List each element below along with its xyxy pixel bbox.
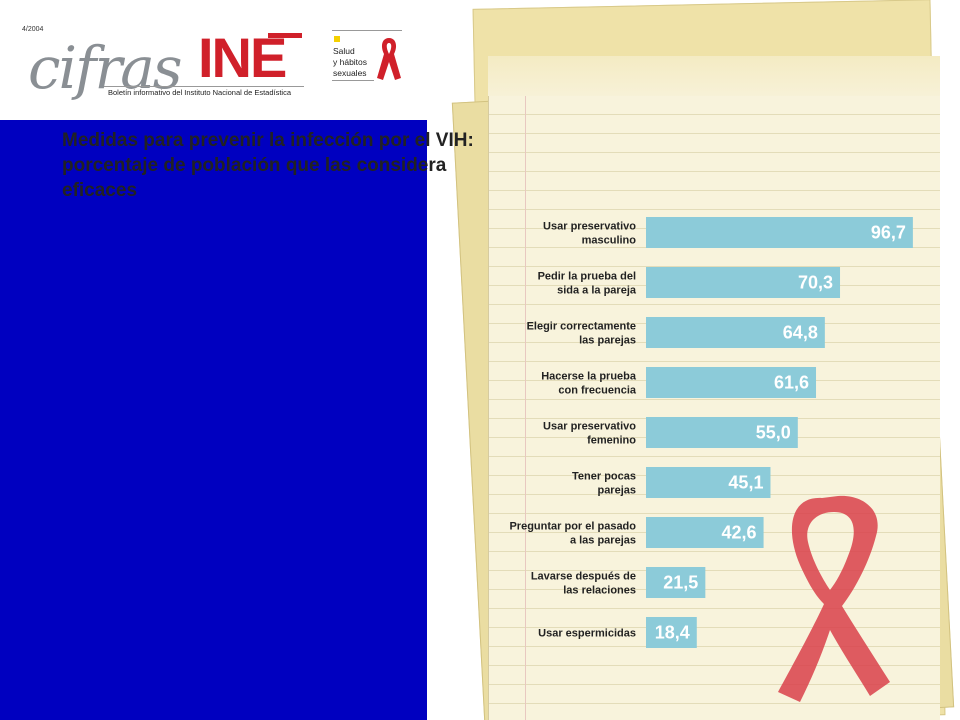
category-label: las parejas — [579, 335, 636, 347]
bar — [646, 367, 817, 398]
category-label: masculino — [582, 235, 637, 247]
bar — [646, 317, 825, 348]
margin-line — [525, 96, 526, 720]
section-label-line: y hábitos — [333, 57, 368, 67]
category-label: Preguntar por el pasado — [509, 521, 636, 533]
category-label: Usar espermicidas — [538, 628, 636, 640]
ine-logo: INE — [198, 26, 287, 89]
ribbon-icon — [778, 495, 890, 702]
category-label: sida a la pareja — [557, 285, 637, 297]
bar-value-label: 55,0 — [756, 423, 791, 443]
ribbon-decoration — [778, 495, 890, 702]
category-label: femenino — [587, 435, 636, 447]
category-label: Usar preservativo — [543, 421, 636, 433]
header: 4/2004 cifras INE Boletín informativo de… — [0, 0, 430, 120]
category-label: las relaciones — [563, 585, 636, 597]
category-label: Hacerse la prueba — [541, 371, 637, 383]
bar — [646, 567, 706, 598]
awareness-ribbon-icon — [377, 38, 401, 80]
notepad-front-page — [488, 96, 940, 720]
category-label: Pedir la prueba del — [538, 271, 636, 283]
category-label: Usar preservativo — [543, 221, 636, 233]
section-label-line: Salud — [333, 46, 355, 56]
category-label: Lavarse después de — [531, 571, 636, 583]
notepad — [440, 0, 955, 720]
issue-number: 4/2004 — [22, 26, 44, 33]
category-label: parejas — [597, 485, 636, 497]
section-label-line: sexuales — [333, 68, 367, 78]
section-rule-top — [332, 30, 402, 31]
category-label: Elegir correctamente — [527, 321, 636, 333]
bar-value-label: 45,1 — [728, 473, 763, 493]
bar — [646, 617, 697, 648]
bar — [646, 417, 798, 448]
header-rule — [104, 86, 304, 87]
bar — [646, 217, 913, 248]
bar-value-label: 70,3 — [798, 273, 833, 293]
section-label: Salud y hábitos sexuales — [333, 46, 367, 79]
cifras-wordmark: cifras — [28, 34, 181, 102]
bar-value-label: 61,6 — [774, 373, 809, 393]
category-label: a las parejas — [570, 535, 636, 547]
section-rule-bottom — [332, 80, 374, 81]
bar-value-label: 21,5 — [663, 573, 698, 593]
bar-value-label: 96,7 — [871, 223, 906, 243]
bar — [646, 517, 764, 548]
ine-logo-bar — [268, 33, 302, 38]
chart-title: Medidas para prevenir la infección por e… — [62, 130, 474, 201]
bars-layer: 96,7 Usar preservativo masculino 70,3 Pedir … — [509, 217, 913, 648]
bulletin-subtitle: Boletín informativo del Instituto Nacion… — [108, 88, 292, 97]
cifras-logo: cifras — [28, 34, 183, 102]
category-label: Tener pocas — [572, 471, 636, 483]
bar — [646, 467, 771, 498]
bar — [646, 267, 841, 298]
category-label: con frecuencia — [558, 385, 637, 397]
section-square-icon — [334, 36, 340, 42]
bar-value-label: 18,4 — [655, 623, 690, 643]
blue-panel — [0, 120, 427, 720]
bar-value-label: 64,8 — [783, 323, 818, 343]
bar-value-label: 42,6 — [722, 523, 757, 543]
